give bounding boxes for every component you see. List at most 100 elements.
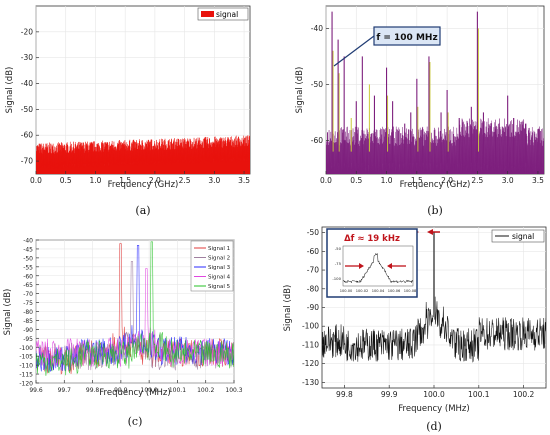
inset-y-tick-label: -50 (335, 246, 342, 251)
y-tick-label-b: -50 (311, 80, 323, 89)
inset-x-tick-label: 100.06 (388, 289, 401, 293)
inset-arrow-left-head (359, 263, 364, 269)
x-tick-label-d: 100.1 (468, 390, 490, 399)
caption-a: (a) (135, 204, 150, 217)
legend-c: Signal 1 Signal 2 Signal 3 Signal 4 Signal 5 (190, 240, 234, 292)
ticks-c: 99.6 99.7 99.8 99.9 100.0 100.1 100.2 100.3-40-… (19, 238, 242, 395)
y-tick-label-c: -45 (23, 246, 33, 253)
y-tick-label-c: -115 (19, 372, 33, 379)
y-tick-label-d: -110 (302, 340, 319, 349)
annotation-b: f = 100 MHz (333, 26, 441, 67)
y-tick-label-c: -40 (23, 238, 33, 245)
legend-a: signal (197, 7, 249, 21)
y-tick-label-c: -70 (23, 291, 33, 298)
inset-y-tick-label: -100 (332, 276, 341, 281)
inset-ticks-d: 100.00 100.02 100.04 100.06 100.08 -50 -75 -100 (332, 246, 417, 293)
panel-c: 99.6 99.7 99.8 99.9 100.0 100.1 100.2 100.3-40-… (3, 238, 243, 429)
x-tick-label-c: 100.1 (169, 387, 186, 394)
x-tick-label-c: 100.2 (197, 387, 214, 394)
x-tick-label-b: 1.0 (381, 176, 393, 185)
y-tick-label-a: -50 (21, 105, 33, 114)
legend-swatch-a (201, 11, 214, 17)
y-tick-label-c: -95 (23, 336, 33, 343)
y-tick-label-c: -100 (19, 345, 33, 352)
y-tick-label-c: -90 (23, 327, 33, 334)
y-tick-label-a: -70 (21, 157, 33, 166)
x-tick-label-d: 100.0 (423, 390, 445, 399)
y-tick-label-d: -50 (307, 228, 319, 237)
x-tick-label-b: 3.0 (502, 176, 514, 185)
legend-label-signal-1: Signal 1 (208, 246, 230, 252)
y-tick-label-c: -110 (19, 363, 33, 370)
legend-label-a: signal (216, 10, 238, 19)
y-tick-label-c: -55 (23, 264, 33, 271)
x-tick-label-a: 0.0 (30, 176, 42, 185)
inset-x-tick-label: 100.00 (340, 289, 353, 293)
x-tick-label-b: 1.5 (411, 176, 423, 185)
y-tick-label-c: -60 (23, 273, 33, 280)
y-axis-label-d: Signal (dB) (283, 285, 293, 332)
x-axis-label-a: Frequency (GHz) (108, 180, 179, 190)
inset-x-tick-label: 100.02 (356, 289, 369, 293)
x-tick-label-b: 2.0 (441, 176, 453, 185)
series-a (36, 135, 250, 174)
legend-d: signal (491, 229, 545, 243)
y-tick-label-c: -80 (23, 309, 33, 316)
ticks-a: 0.0 0.5 1.0 1.5 2.0 2.5 3.0 3.5 -20 -30 -40 -50 -60 -… (21, 27, 250, 185)
x-tick-label-c: 99.8 (86, 387, 100, 394)
x-tick-label-b: 0.0 (320, 176, 332, 185)
x-tick-label-a: 1.5 (119, 176, 131, 185)
inset-x-tick-label: 100.04 (372, 289, 385, 293)
y-tick-label-b: -60 (311, 136, 323, 145)
legend-box-c (190, 240, 234, 292)
inset-series-d (342, 252, 414, 284)
legend-label-signal-4: Signal 4 (208, 275, 231, 281)
y-axis-label-a: Signal (dB) (5, 67, 15, 114)
y-tick-label-c: -50 (23, 255, 33, 262)
y-tick-label-c: -75 (23, 300, 33, 307)
x-tick-label-b: 0.5 (350, 176, 362, 185)
x-tick-label-c: 100.3 (225, 387, 242, 394)
y-tick-label-a: -20 (21, 27, 33, 36)
series-c (36, 241, 234, 376)
legend-label-d: signal (512, 232, 534, 241)
x-tick-label-a: 0.5 (60, 176, 72, 185)
y-tick-label-a: -40 (21, 79, 33, 88)
series-line-signal-3 (36, 245, 234, 373)
x-tick-label-c: 99.9 (114, 387, 128, 394)
inset-arrow-right-head (387, 263, 392, 269)
x-tick-label-b: 2.5 (471, 176, 483, 185)
annotation-pointer-b (333, 35, 375, 67)
y-tick-label-c: -65 (23, 282, 33, 289)
series-line-signal-5 (36, 241, 234, 376)
y-tick-label-d: -100 (302, 322, 319, 331)
y-tick-label-c: -85 (23, 318, 33, 325)
legend-label-signal-5: Signal 5 (208, 284, 231, 290)
x-tick-label-d: 99.8 (336, 390, 353, 399)
x-tick-label-c: 99.7 (58, 387, 72, 394)
caption-b: (b) (427, 204, 443, 217)
x-tick-label-d: 99.9 (381, 390, 398, 399)
ticks-b: 0.0 0.5 1.0 1.5 2.0 2.5 3.0 3.5 -40 -50 -60 (311, 24, 544, 185)
legend-box-d (491, 229, 545, 243)
y-tick-label-d: -80 (307, 284, 319, 293)
x-axis-label-b: Frequency (GHz) (400, 180, 471, 190)
inset-x-tick-label: 100.08 (404, 289, 417, 293)
x-tick-label-d: 100.2 (513, 390, 535, 399)
arrow-left-d (427, 229, 433, 235)
y-tick-label-d: -130 (302, 378, 319, 387)
y-tick-label-d: -120 (302, 359, 319, 368)
y-tick-label-d: -90 (307, 303, 319, 312)
x-tick-label-a: 2.0 (149, 176, 161, 185)
inset-annotation-d: Δf ≈ 19 kHz (344, 234, 400, 244)
y-tick-label-b: -40 (311, 24, 323, 33)
y-tick-label-a: -30 (21, 53, 33, 62)
x-tick-label-c: 100.0 (141, 387, 158, 394)
x-tick-label-a: 2.5 (179, 176, 191, 185)
inset-y-tick-label: -75 (335, 261, 342, 266)
caption-c: (c) (128, 415, 143, 428)
x-axis-label-d: Frequency (MHz) (398, 404, 469, 414)
inset-d: 100.00 100.02 100.04 100.06 100.08 -50 -75 -100… (326, 228, 418, 298)
annotation-text-b: f = 100 MHz (376, 33, 437, 43)
y-tick-label-c: -105 (19, 354, 33, 361)
